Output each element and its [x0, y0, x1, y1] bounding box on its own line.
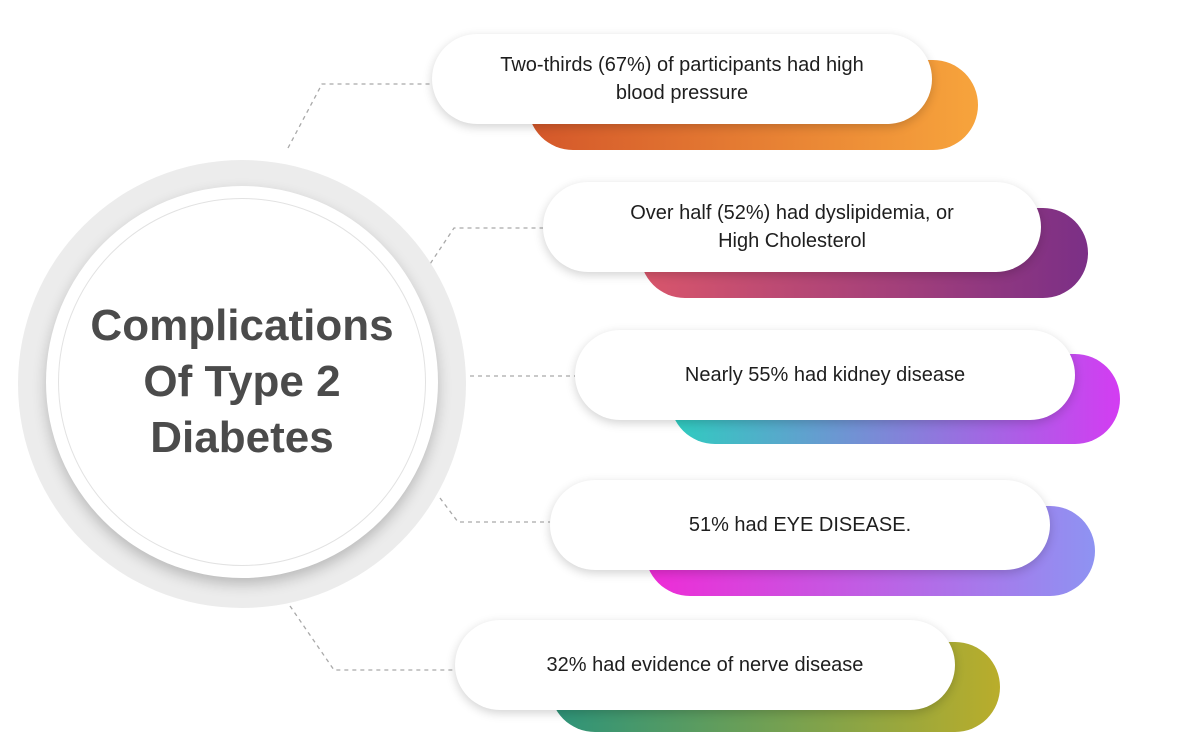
connector-line-5	[289, 605, 455, 671]
item-4-text: 51% had EYE DISEASE.	[688, 514, 912, 536]
item-5-card: 32% had evidence of nerve disease	[455, 620, 955, 710]
hub-title: Complications Of Type 2 Diabetes	[90, 301, 394, 462]
item-5-text: 32% had evidence of nerve disease	[546, 654, 864, 676]
item-4-card: 51% had EYE DISEASE.	[550, 480, 1050, 570]
connector-line-4	[439, 497, 550, 523]
item-3-text: Nearly 55% had kidney disease	[684, 364, 966, 386]
item-1-text: Two-thirds (67%) of participants had hig…	[500, 54, 864, 104]
connector-line-2	[425, 227, 543, 271]
item-2-card: Over half (52%) had dyslipidemia, or Hig…	[543, 182, 1041, 272]
item-1-card: Two-thirds (67%) of participants had hig…	[432, 34, 932, 124]
connector-line-1	[287, 83, 432, 149]
item-3-card: Nearly 55% had kidney disease	[575, 330, 1075, 420]
item-2-text: Over half (52%) had dyslipidemia, or Hig…	[630, 202, 954, 252]
hub-inner-ring: Complications Of Type 2 Diabetes	[58, 198, 426, 566]
